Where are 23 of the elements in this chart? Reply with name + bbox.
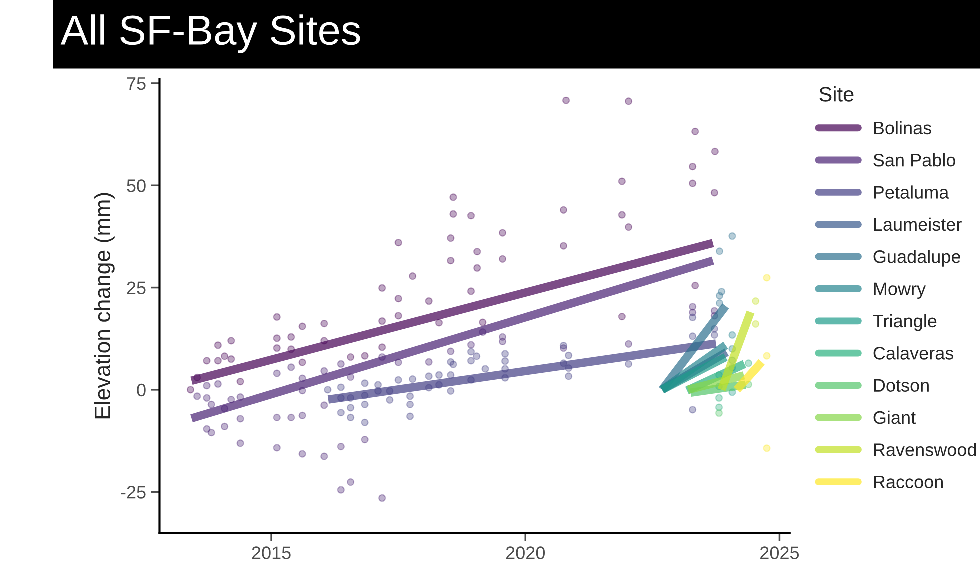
legend-title: Site bbox=[820, 86, 854, 102]
legend-label: Bolinas bbox=[874, 121, 932, 135]
legend-label: Raccoon bbox=[874, 476, 943, 489]
legend-label: Petaluma bbox=[874, 186, 950, 199]
x-tick-label: 2020 bbox=[506, 546, 546, 560]
legend-label: Guadalupe bbox=[874, 250, 960, 267]
y-tick-label: 75 bbox=[127, 78, 146, 90]
y-tick-label: 25 bbox=[127, 282, 146, 295]
x-tick-label: 2015 bbox=[252, 546, 291, 560]
y-axis-title: Elevation change (mm) bbox=[94, 193, 115, 419]
legend-label: San Pablo bbox=[874, 154, 956, 167]
y-tick-label: 50 bbox=[127, 180, 146, 192]
legend-label: Triangle bbox=[873, 314, 937, 332]
chart-title: All SF-Bay Sites bbox=[60, 14, 360, 54]
y-tick-label: 0 bbox=[137, 384, 146, 397]
legend-label: Calaveras bbox=[874, 346, 954, 360]
legend-label: Ravenswood bbox=[874, 443, 976, 456]
legend-label: Mowry bbox=[874, 282, 926, 300]
legend-label: Dotson bbox=[874, 379, 929, 392]
y-tick-label: -25 bbox=[121, 486, 146, 499]
legend-label: Laumeister bbox=[874, 218, 962, 232]
legend-label: Giant bbox=[874, 410, 916, 424]
x-tick-label: 2025 bbox=[760, 546, 800, 560]
